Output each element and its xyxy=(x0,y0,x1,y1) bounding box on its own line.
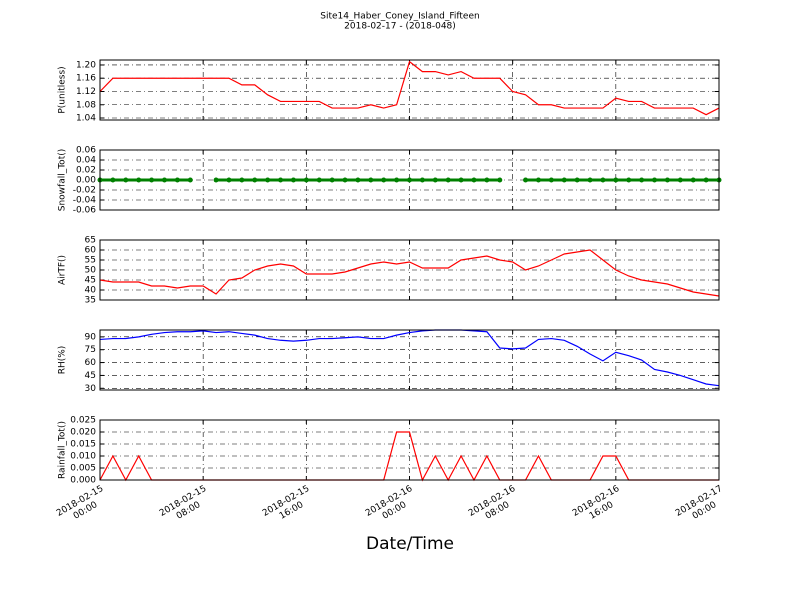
y-tick-label: 1.08 xyxy=(76,100,96,110)
data-line xyxy=(99,249,720,297)
data-point xyxy=(407,177,412,183)
data-point xyxy=(639,177,645,183)
data-point xyxy=(574,177,580,183)
data-point xyxy=(523,177,529,183)
data-point xyxy=(149,177,155,183)
y-tick-label: 90 xyxy=(85,332,97,342)
plot-frame xyxy=(99,239,720,301)
data-point xyxy=(278,177,284,183)
data-point xyxy=(497,177,503,183)
data-point xyxy=(187,177,193,183)
y-tick-label: 35 xyxy=(85,296,96,306)
data-point xyxy=(445,177,451,183)
y-tick-label: 45 xyxy=(85,371,96,381)
y-tick-label: 60 xyxy=(85,246,97,256)
y-axis-label: P(unitless) xyxy=(58,66,68,113)
data-point xyxy=(613,177,619,183)
chart-subtitle: 2018-02-17 - (2018-048) xyxy=(344,22,456,32)
y-tick-label: 1.04 xyxy=(76,114,96,124)
data-point xyxy=(471,177,477,183)
y-tick-label: 75 xyxy=(85,345,96,355)
y-tick-label: 0.025 xyxy=(70,416,96,426)
plot-frame xyxy=(99,149,720,211)
data-point xyxy=(226,177,232,183)
y-tick-label: 1.16 xyxy=(76,74,96,84)
y-tick-label: 0.000 xyxy=(70,476,96,486)
data-point xyxy=(174,177,180,183)
data-line xyxy=(99,329,720,387)
data-point xyxy=(703,177,709,183)
data-point xyxy=(458,177,464,183)
y-tick-label: -0.06 xyxy=(73,206,97,216)
data-point xyxy=(652,177,658,183)
data-point xyxy=(626,177,632,183)
y-axis-label: Rainfall_Tot() xyxy=(58,421,68,479)
y-tick-label: 0.015 xyxy=(70,440,96,450)
plot-frame xyxy=(99,59,720,121)
data-point xyxy=(265,177,271,183)
y-tick-label: 0.00 xyxy=(76,176,96,186)
data-point xyxy=(123,177,129,183)
data-point xyxy=(600,177,606,183)
data-point xyxy=(394,177,400,183)
y-tick-label: 50 xyxy=(85,266,97,276)
data-point xyxy=(561,177,567,183)
data-point xyxy=(677,177,683,183)
data-point xyxy=(484,177,490,183)
data-point xyxy=(329,177,335,183)
y-tick-label: 60 xyxy=(85,358,97,368)
data-point xyxy=(213,177,219,183)
data-point xyxy=(252,177,258,183)
chart-title: Site14_Haber_Coney_Island_Fifteen xyxy=(320,12,479,22)
y-axis-label: RH(%) xyxy=(58,346,68,375)
data-point xyxy=(535,177,541,183)
x-axis-label: Date/Time xyxy=(366,534,454,554)
data-point xyxy=(381,177,387,183)
y-tick-label: 55 xyxy=(85,256,96,266)
y-tick-label: 45 xyxy=(85,276,96,286)
data-point xyxy=(419,177,425,183)
data-point xyxy=(161,177,167,183)
y-tick-label: 0.06 xyxy=(76,146,96,156)
data-point xyxy=(342,177,348,183)
data-point xyxy=(110,177,116,183)
y-tick-label: 0.020 xyxy=(70,428,96,438)
data-point xyxy=(587,177,593,183)
data-point xyxy=(664,177,670,183)
y-tick-label: 0.005 xyxy=(70,464,96,474)
data-point xyxy=(432,177,438,183)
y-axis-label: Snowfall_Tot() xyxy=(58,149,68,212)
y-tick-label: 40 xyxy=(85,286,97,296)
data-point xyxy=(303,177,309,183)
y-tick-label: 1.20 xyxy=(76,60,96,70)
y-tick-label: 65 xyxy=(85,236,96,246)
y-tick-label: 30 xyxy=(85,384,97,394)
data-point xyxy=(368,177,374,183)
data-point xyxy=(316,177,322,183)
y-tick-label: 0.02 xyxy=(76,166,96,176)
plot-frame xyxy=(99,419,720,481)
data-point xyxy=(290,177,296,183)
y-axis-label: AirTF() xyxy=(58,255,68,285)
data-point xyxy=(136,177,142,183)
data-point xyxy=(355,177,361,183)
data-point xyxy=(239,177,245,183)
y-tick-label: -0.02 xyxy=(73,186,96,196)
data-line xyxy=(99,60,720,116)
data-point xyxy=(690,177,696,183)
y-tick-label: 0.010 xyxy=(70,452,96,462)
data-point xyxy=(548,177,554,183)
y-tick-label: 0.04 xyxy=(76,156,96,166)
plot-frame xyxy=(99,329,720,391)
y-tick-label: -0.04 xyxy=(73,196,97,206)
y-tick-label: 1.12 xyxy=(76,87,96,97)
